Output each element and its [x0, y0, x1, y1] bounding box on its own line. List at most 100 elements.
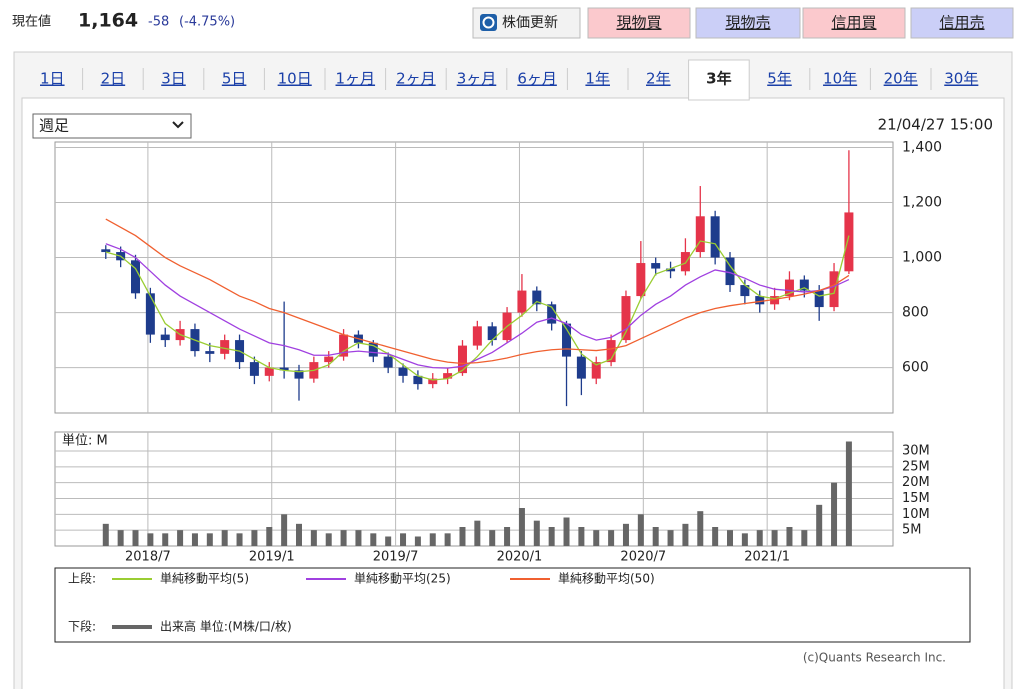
volume-bar: [652, 527, 659, 546]
y-tick-label: 1,200: [902, 195, 942, 211]
volume-bar: [608, 530, 615, 546]
tab-label[interactable]: 1年: [585, 70, 610, 88]
tab-label[interactable]: 2年: [646, 70, 671, 88]
candle-body: [383, 356, 393, 368]
volume-bar: [102, 523, 109, 546]
volume-bar: [533, 520, 540, 546]
candle-body: [636, 263, 646, 297]
candle-body: [695, 216, 705, 253]
tab-label[interactable]: 3ヶ月: [457, 70, 497, 88]
select-label[interactable]: 週足: [39, 117, 69, 135]
volume-bar: [489, 530, 496, 546]
tab-label[interactable]: 3年: [706, 70, 731, 88]
tab-label[interactable]: 1日: [40, 70, 65, 88]
button-label[interactable]: 株価更新: [502, 15, 558, 31]
ma-line: [105, 235, 850, 381]
candle-body: [651, 263, 661, 269]
x-tick-label: 2018/7: [125, 550, 171, 565]
tab-label[interactable]: 2日: [101, 70, 126, 88]
volume-bar: [667, 530, 674, 546]
candle-body: [680, 252, 690, 272]
volume-bar: [206, 533, 213, 546]
volume-bar: [756, 530, 763, 546]
tab-label[interactable]: 10日: [278, 70, 312, 88]
candle-body: [413, 375, 423, 385]
period-select[interactable]: [32, 113, 192, 139]
tab-label[interactable]: 3日: [161, 70, 186, 88]
tab-label[interactable]: 2ヶ月: [396, 70, 436, 88]
legend-title: 下段:: [68, 619, 96, 634]
ma-line: [105, 218, 850, 365]
tab-label[interactable]: 5日: [222, 70, 247, 88]
candle-body: [547, 304, 557, 324]
tab-active[interactable]: [688, 59, 750, 101]
candle-body: [160, 334, 170, 341]
y-tick-label: 1,400: [902, 140, 942, 156]
tab-label[interactable]: 1ヶ月: [336, 70, 376, 88]
tab-label[interactable]: 10年: [823, 70, 857, 88]
candle-body: [324, 356, 334, 363]
x-tick-label: 2019/1: [249, 550, 295, 565]
tab-label[interactable]: 20年: [884, 70, 918, 88]
x-tick-label: 2020/1: [497, 550, 543, 565]
volume-bar: [771, 530, 778, 546]
volume-bar: [414, 536, 421, 546]
button[interactable]: [587, 7, 691, 39]
volume-bar: [385, 536, 392, 546]
candle-body: [799, 279, 809, 291]
volume-bar: [682, 523, 689, 546]
price: 1,164: [78, 10, 138, 32]
volume-unit: 単位: M: [62, 433, 108, 449]
tab-label[interactable]: 6ヶ月: [517, 70, 557, 88]
volume-bar: [741, 533, 748, 546]
volume-bar: [727, 530, 734, 546]
volume-bar: [801, 530, 808, 546]
candle-body: [725, 257, 735, 286]
volume-bar: [117, 530, 124, 546]
refresh-icon: [480, 14, 497, 31]
legend-label: 単純移動平均(50): [558, 572, 655, 586]
volume-bar: [622, 523, 629, 546]
x-tick-label: 2020/7: [620, 550, 666, 565]
candle-body: [131, 260, 141, 294]
volume-bar: [147, 533, 154, 546]
volume-bar: [132, 530, 139, 546]
candle-body: [487, 326, 497, 341]
volume-bar: [459, 527, 466, 546]
volume-bar: [712, 527, 719, 546]
volume-bar: [310, 530, 317, 546]
button[interactable]: [695, 7, 801, 39]
change-pct: (-4.75%): [179, 15, 235, 30]
button-label[interactable]: 現物買: [616, 14, 661, 32]
candle-body: [294, 370, 304, 379]
button[interactable]: [802, 7, 906, 39]
candle-body: [339, 334, 349, 357]
button[interactable]: [910, 7, 1014, 39]
button-label[interactable]: 信用買: [831, 14, 876, 32]
volume-bar: [816, 504, 823, 546]
volume-bar: [845, 441, 852, 546]
legend-title: 上段:: [68, 571, 96, 586]
volume-bar: [340, 530, 347, 546]
y-tick-label: 25M: [902, 459, 930, 474]
tab-label[interactable]: 30年: [944, 70, 978, 88]
candle-body: [101, 249, 111, 253]
volume-bar: [400, 533, 407, 546]
candle-body: [621, 296, 631, 341]
volume-bar: [831, 482, 838, 546]
candle-body: [784, 279, 794, 297]
volume-bar: [578, 527, 585, 546]
candle-body: [829, 271, 839, 308]
button-label[interactable]: 信用売: [939, 14, 984, 32]
volume-bar: [251, 530, 258, 546]
candle-body: [220, 340, 230, 354]
candle-body: [576, 356, 586, 379]
volume-bar: [593, 530, 600, 546]
button-label[interactable]: 現物売: [725, 14, 770, 32]
select-chevron: [172, 121, 184, 129]
refresh-icon-ring: [482, 16, 495, 29]
tab-label[interactable]: 5年: [767, 70, 792, 88]
candle-body: [814, 290, 824, 308]
candle-body: [368, 342, 378, 357]
